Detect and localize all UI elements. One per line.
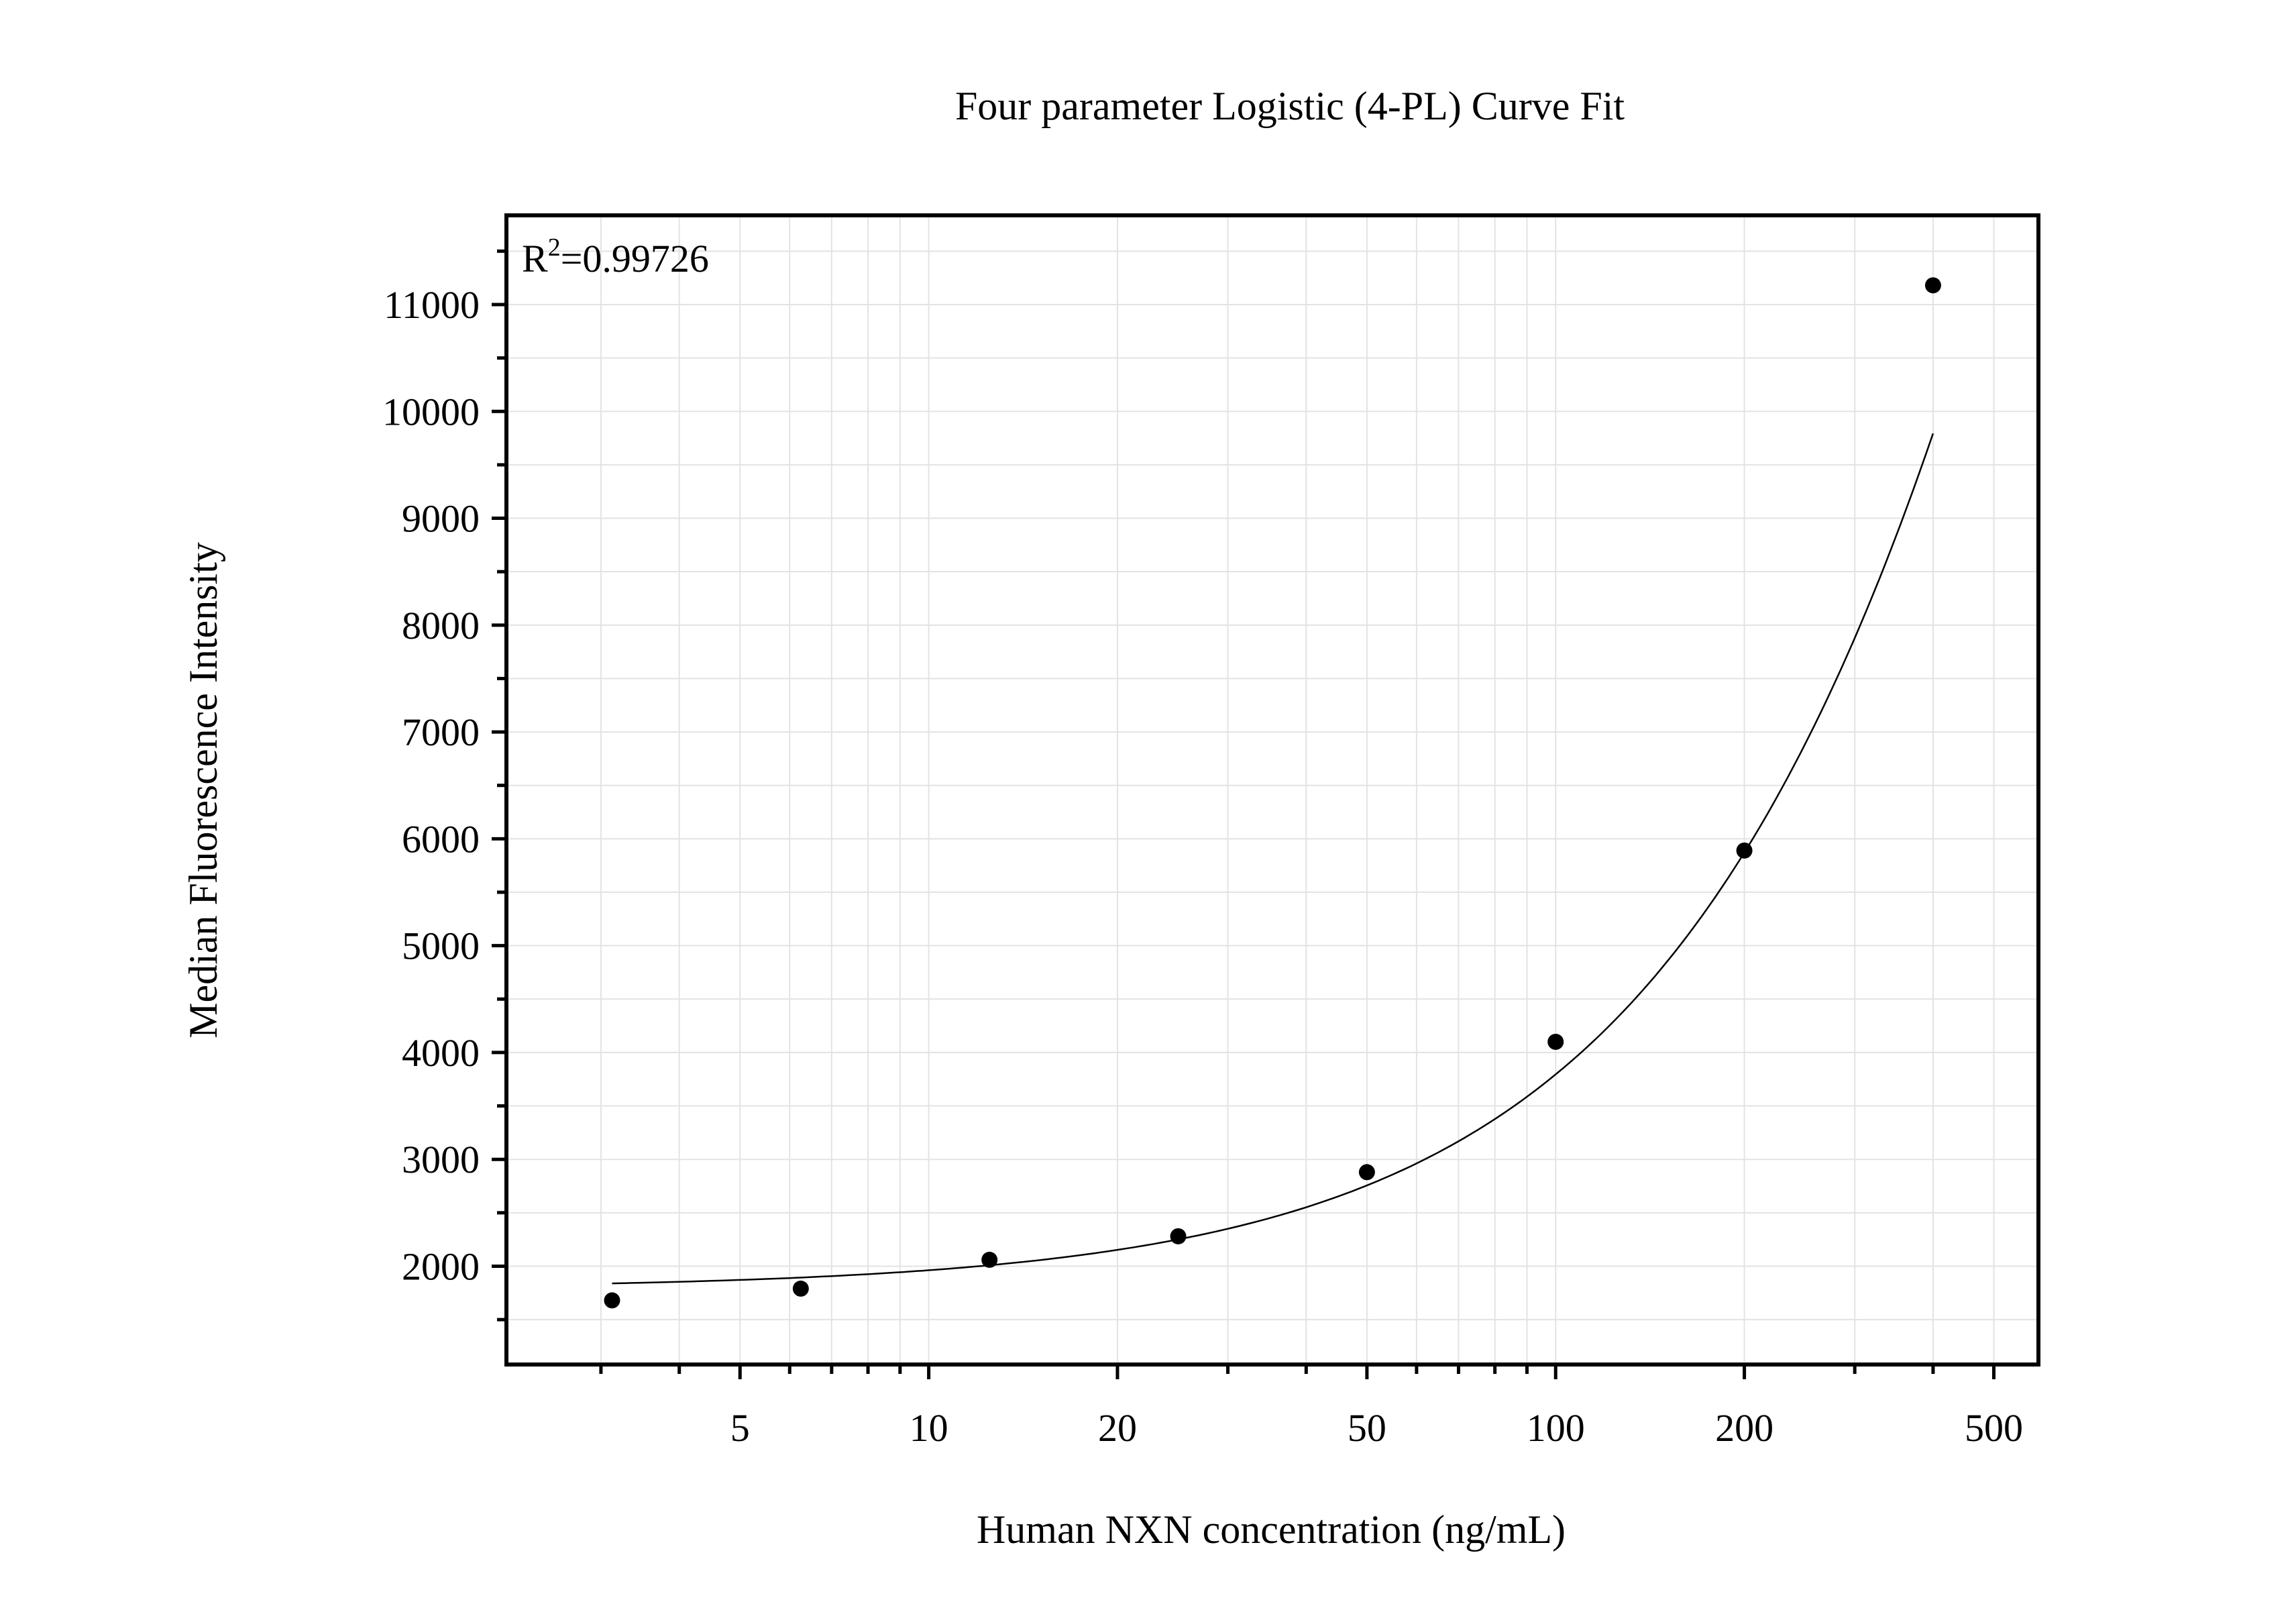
- y-tick-label: 5000: [402, 924, 480, 968]
- y-tick-label: 6000: [402, 817, 480, 861]
- r2-superscript: 2: [548, 233, 561, 262]
- x-tick-label: 10: [910, 1406, 948, 1450]
- grid: [506, 215, 2038, 1365]
- x-tick-label: 500: [1965, 1406, 2023, 1450]
- fit-curve-layer: [612, 433, 1934, 1285]
- y-tick-label: 7000: [402, 710, 480, 754]
- r2-prefix: R: [522, 237, 548, 280]
- y-tick-label: 3000: [402, 1138, 480, 1181]
- y-axis-label: Median Fluorescence Intensity: [181, 542, 225, 1038]
- x-tick-label: 200: [1715, 1406, 1773, 1450]
- x-tick-label: 5: [730, 1406, 750, 1450]
- data-point: [1547, 1033, 1564, 1050]
- y-tick-label: 9000: [402, 497, 480, 541]
- data-points: [604, 277, 1941, 1309]
- data-point: [1924, 277, 1941, 294]
- y-tick-label: 2000: [402, 1244, 480, 1288]
- data-point: [1170, 1228, 1187, 1244]
- x-tick-label: 100: [1527, 1406, 1585, 1450]
- axis-ticks: 5 10 20 50 100 200 500 2000 3000 4000 5000 6000 7000…: [382, 249, 2023, 1450]
- chart-title: Four parameter Logistic (4-PL) Curve Fit: [955, 84, 1625, 128]
- y-tick-label: 4000: [402, 1031, 480, 1075]
- fit-curve: [612, 433, 1934, 1285]
- data-point: [981, 1251, 998, 1268]
- y-tick-label: 10000: [382, 390, 480, 433]
- y-tick-label: 11000: [384, 283, 480, 327]
- x-tick-label: 50: [1348, 1406, 1386, 1450]
- data-point: [1358, 1164, 1375, 1181]
- data-point: [1736, 842, 1753, 859]
- r2-value: =0.99726: [561, 237, 709, 280]
- y-tick-label: 8000: [402, 604, 480, 647]
- x-axis-label: Human NXN concentration (ng/mL): [977, 1507, 1566, 1552]
- plot-frame: [504, 213, 2040, 1367]
- data-point: [604, 1292, 620, 1309]
- r-squared-annotation: R2=0.99726: [522, 233, 709, 280]
- x-tick-label: 20: [1098, 1406, 1137, 1450]
- data-point: [792, 1280, 809, 1297]
